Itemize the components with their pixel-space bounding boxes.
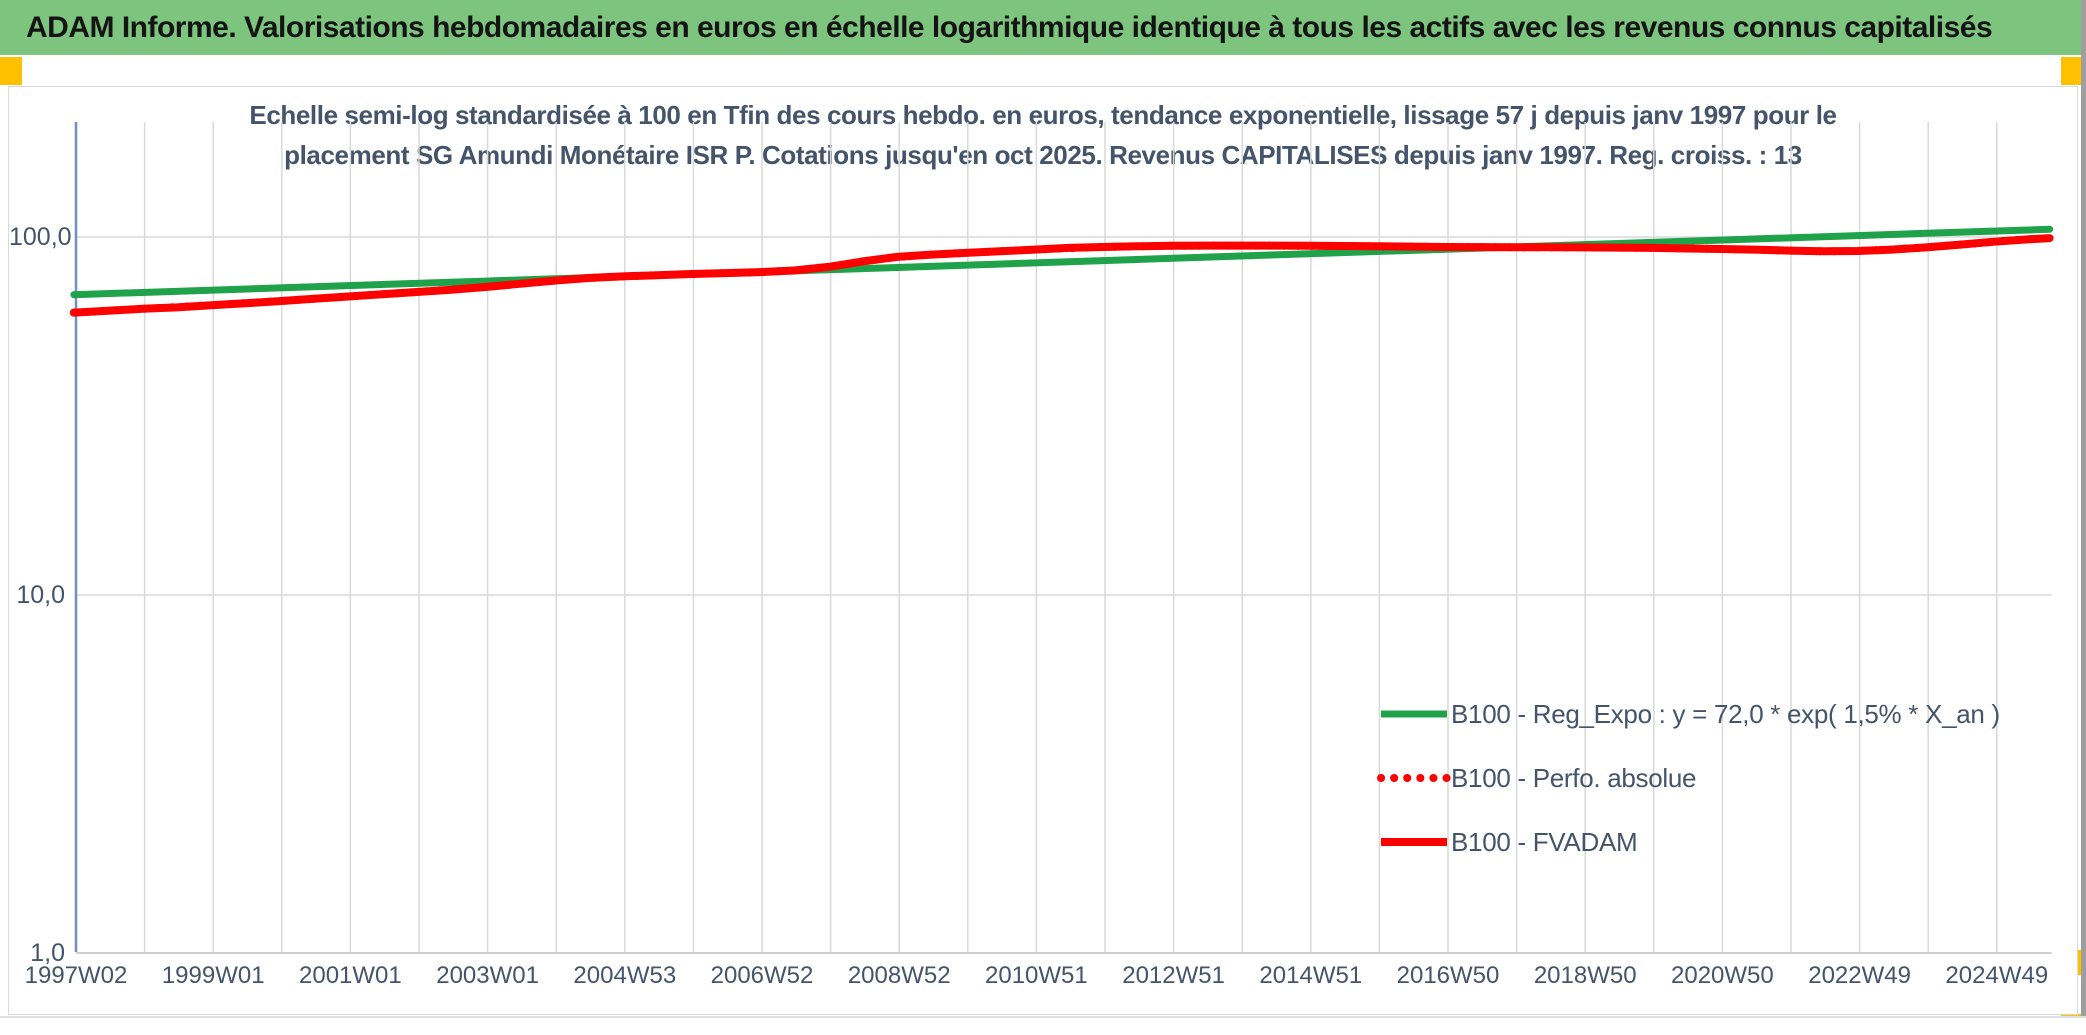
series-line-0 [70,225,2054,299]
y-tick-label: 10,0 [16,581,65,609]
chart-panel[interactable]: Echelle semi-log standardisée à 100 en T… [8,86,2078,1015]
x-tick-label: 2020W50 [1671,962,1774,989]
y-tick-label: 100,0 [9,223,72,251]
window-edge [2081,0,2086,1033]
page-title: ADAM Informe. Valorisations hebdomadaire… [26,10,1993,44]
x-tick-label: 2003W01 [436,962,539,989]
header-bar: ADAM Informe. Valorisations hebdomadaire… [0,0,2086,55]
x-tick-label: 2024W49 [1945,962,2049,989]
x-tick-label: 2022W49 [1808,962,1911,989]
x-tick-label: 2008W52 [847,962,951,989]
chart-title-line-2: placement SG Amundi Monétaire ISR P. Cot… [284,140,1802,170]
gold-accent-top-left [0,57,22,85]
x-tick-label: 2010W51 [985,962,1088,989]
bottom-strip [0,1016,2086,1035]
chart-title: Echelle semi-log standardisée à 100 en T… [9,95,2077,175]
x-tick-label: 2014W51 [1259,962,1363,989]
x-tick-label: 2006W52 [710,962,814,989]
legend-item: B100 - Perfo. absolue [1377,746,2000,810]
chart-title-line-1: Echelle semi-log standardisée à 100 en T… [249,100,1837,130]
legend-label: B100 - Reg_Expo : y = 72,0 * exp( 1,5% *… [1451,698,2000,729]
legend-swatch-dotted [1377,774,1451,782]
plot-area [69,122,2054,954]
y-tick-label: 1,0 [30,939,65,967]
legend-swatch-solid [1381,710,1447,718]
x-tick-label: 1997W02 [24,962,128,989]
x-tick-label: 2012W51 [1122,962,1225,989]
series-line-2 [69,234,2054,317]
legend-label: B100 - FVADAM [1451,826,1638,857]
x-tick-label: 2018W50 [1533,962,1637,989]
legend: B100 - Reg_Expo : y = 72,0 * exp( 1,5% *… [1377,682,2000,874]
x-tick-label: 2016W50 [1396,962,1500,989]
x-tick-label: 1999W01 [161,962,265,989]
x-tick-label: 2001W01 [299,962,402,989]
x-tick-label: 2004W53 [573,962,677,989]
legend-swatch-solid [1381,838,1447,846]
legend-item: B100 - Reg_Expo : y = 72,0 * exp( 1,5% *… [1377,682,2000,746]
gold-accent-top-right [2061,57,2081,85]
legend-label: B100 - Perfo. absolue [1451,762,1697,793]
legend-item: B100 - FVADAM [1377,810,2000,874]
